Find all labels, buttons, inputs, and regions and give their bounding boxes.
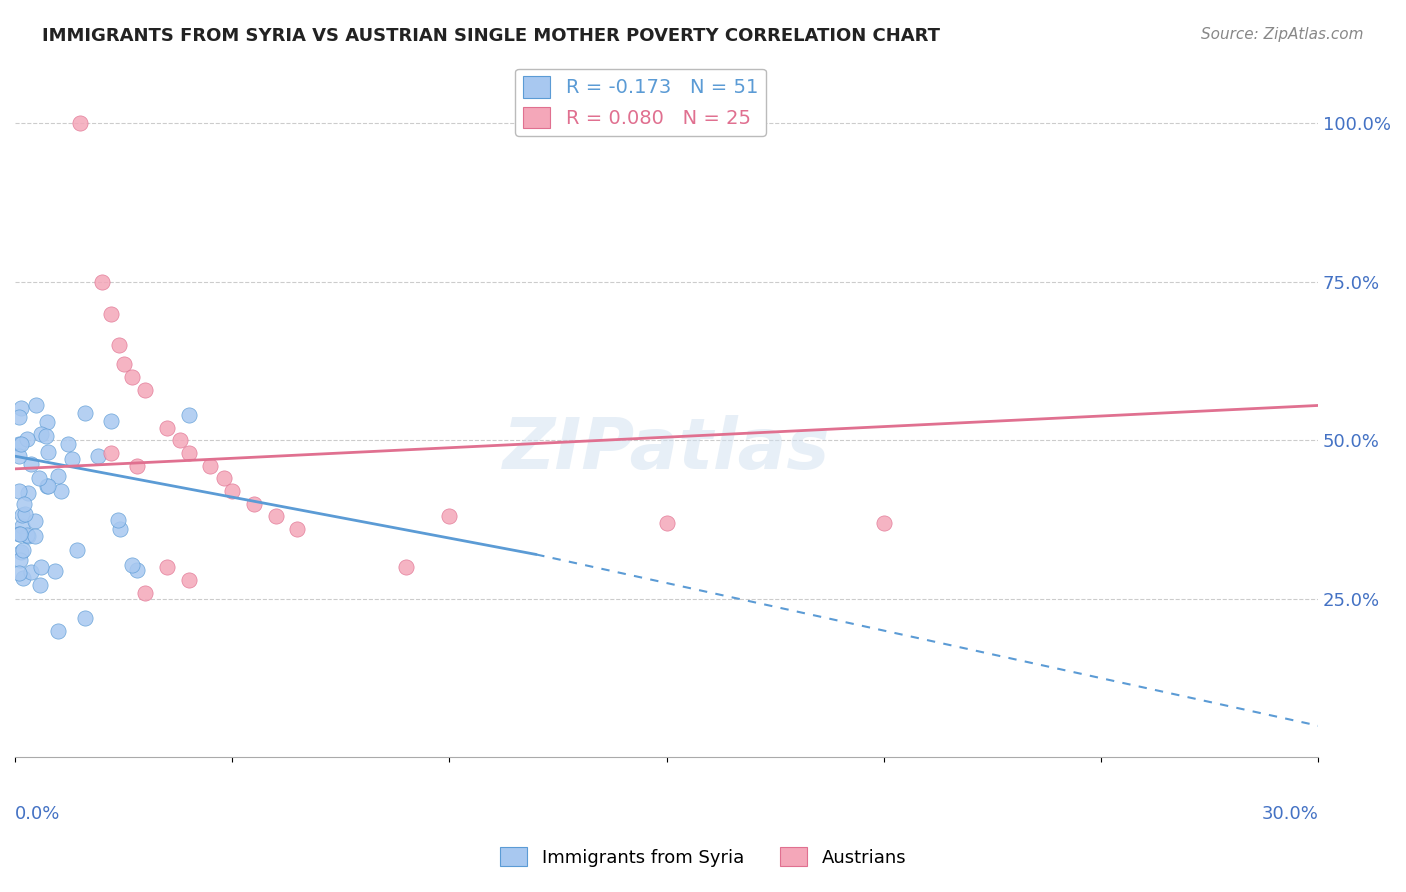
Point [8, 527, 31, 541]
Point [17, 529, 39, 543]
Point [285, 522, 308, 536]
Text: IMMIGRANTS FROM SYRIA VS AUSTRIAN SINGLE MOTHER POVERTY CORRELATION CHART: IMMIGRANTS FROM SYRIA VS AUSTRIAN SINGLE… [42, 27, 941, 45]
Point [66, 543, 89, 558]
Point [221, 484, 243, 499]
Legend: Immigrants from Syria, Austrians: Immigrants from Syria, Austrians [492, 840, 914, 874]
Text: ZIPatlas: ZIPatlas [503, 415, 831, 483]
Point [35, 415, 58, 429]
Point [134, 383, 156, 397]
Point [8, 526, 31, 541]
Point [121, 558, 143, 572]
Point [264, 509, 287, 524]
Point [177, 446, 200, 460]
Point [156, 420, 179, 434]
Point [177, 408, 200, 422]
Point [24, 529, 46, 543]
Point [125, 563, 148, 577]
Point [24, 514, 46, 528]
Point [125, 458, 148, 473]
Point [100, 414, 122, 428]
Point [108, 338, 131, 352]
Point [35, 478, 58, 492]
Point [121, 370, 143, 384]
Point [134, 585, 156, 599]
Point [48, 624, 70, 638]
Point [11, 542, 34, 557]
Point [49, 483, 72, 498]
Point [873, 516, 896, 530]
Point [14, 507, 37, 521]
Text: 30.0%: 30.0% [1261, 805, 1319, 823]
Point [177, 573, 200, 587]
Point [13, 571, 35, 585]
Point [200, 458, 222, 473]
Point [8, 409, 31, 424]
Point [108, 522, 131, 536]
Point [8, 566, 31, 580]
Point [62, 452, 84, 467]
Point [73, 406, 96, 420]
Point [46, 469, 69, 483]
Point [30, 560, 52, 574]
Point [13, 497, 35, 511]
Text: 0.0%: 0.0% [15, 805, 60, 823]
Point [10, 545, 32, 559]
Point [655, 516, 678, 530]
Point [44, 564, 66, 578]
Point [8, 483, 31, 498]
Point [90, 275, 112, 289]
Point [58, 437, 80, 451]
Point [30, 426, 52, 441]
Point [11, 508, 34, 522]
Point [439, 509, 461, 524]
Point [100, 306, 122, 320]
Point [69, 116, 91, 130]
Point [20, 566, 42, 580]
Point [15, 432, 38, 446]
Point [28, 471, 51, 485]
Point [107, 513, 129, 527]
Point [11, 519, 34, 533]
Point [37, 445, 59, 459]
Point [25, 398, 48, 412]
Point [30, 578, 52, 592]
Point [100, 446, 122, 460]
Point [112, 357, 135, 371]
Point [20, 458, 42, 472]
Point [169, 434, 191, 448]
Point [8, 436, 31, 450]
Point [156, 560, 179, 574]
Text: Source: ZipAtlas.com: Source: ZipAtlas.com [1201, 27, 1364, 42]
Point [15, 527, 38, 541]
Point [212, 471, 235, 485]
Point [395, 560, 418, 574]
Point [17, 486, 39, 500]
Point [87, 449, 110, 463]
Point [37, 479, 59, 493]
Point [243, 497, 266, 511]
Point [8, 553, 31, 567]
Point [10, 401, 32, 415]
Point [35, 429, 58, 443]
Point [8, 449, 31, 463]
Legend: R = -0.173   N = 51, R = 0.080   N = 25: R = -0.173 N = 51, R = 0.080 N = 25 [515, 69, 766, 136]
Point [73, 611, 96, 625]
Point [10, 437, 32, 451]
